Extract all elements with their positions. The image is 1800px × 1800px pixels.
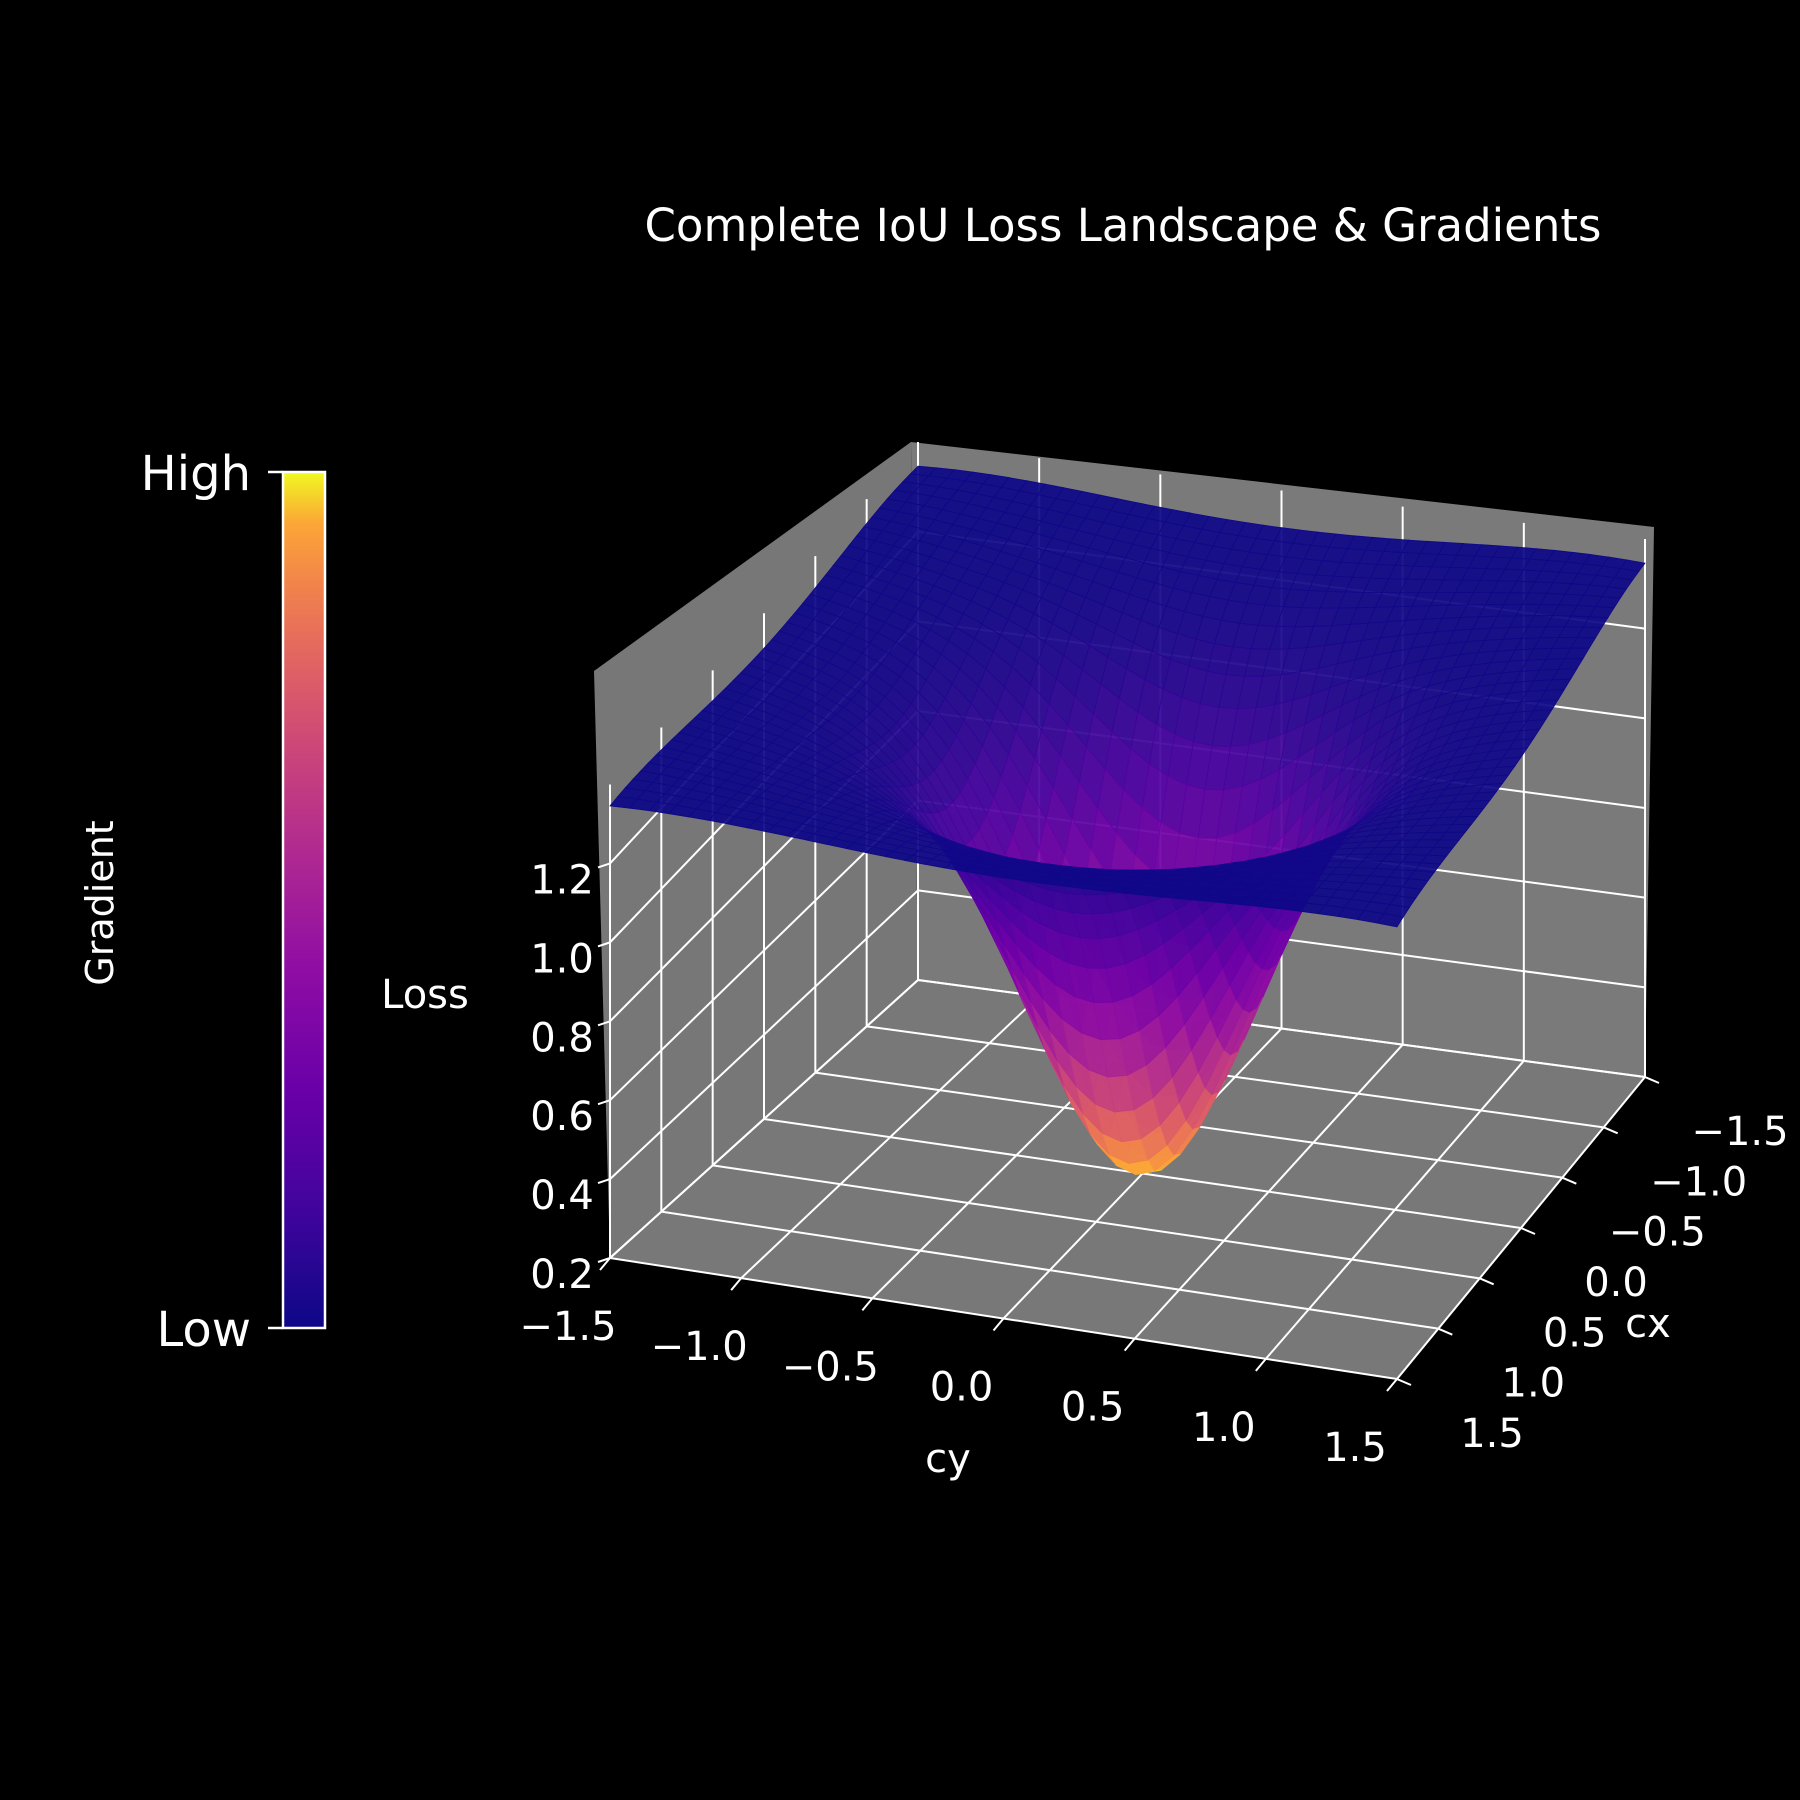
y-tick-label: −0.5 [1609,1210,1706,1256]
axis-tick-mark [597,1257,611,1263]
axis-tick-mark [597,1099,611,1106]
x-tick-label: 0.0 [930,1365,994,1411]
y-tick-label: 1.5 [1460,1411,1524,1457]
colorbar: High Low Gradient [78,446,327,1358]
colorbar-high-label: High [141,446,251,502]
z-tick-label: 1.2 [530,857,594,903]
colorbar-label: Gradient [78,820,122,985]
floor-grid-line [712,1164,1480,1280]
axis-tick-mark [597,941,611,948]
surface-patch [1376,913,1404,928]
axis-tick-mark [1123,1338,1136,1352]
floor-grid-line [866,1025,1604,1129]
axis-tick-mark [1520,1227,1536,1235]
z-tick-label: 0.2 [530,1252,594,1298]
x-tick-label: 1.5 [1323,1425,1387,1471]
axis-tick-mark [1561,1176,1577,1185]
colorbar-low-label: Low [156,1302,251,1358]
x-tick-label: −1.0 [651,1324,748,1370]
floor-grid-line [661,1210,1439,1330]
x-tick-label: −1.5 [519,1304,616,1350]
axis-tick-mark [597,1178,611,1185]
y-tick-label: 1.0 [1502,1361,1566,1407]
axis-tick-mark [730,1277,742,1291]
x-axis-label: cy [925,1436,971,1482]
chart-title: Complete IoU Loss Landscape & Gradients [645,199,1602,252]
axis-tick-mark [1255,1358,1267,1372]
axis-tick-mark [1603,1126,1619,1135]
z-tick-label: 1.0 [530,936,594,982]
left-wall-grid-line [609,889,919,1180]
x-tick-label: −0.5 [782,1344,879,1390]
x-tick-label: 0.5 [1061,1385,1125,1431]
colorbar-gradient [281,470,327,1330]
y-axis-label: cx [1625,1301,1671,1347]
axis-tick-mark [599,1257,611,1271]
z-axis-label: Loss [381,972,469,1018]
x-tick-label: 1.0 [1192,1405,1256,1451]
loss-surface [609,465,1646,1176]
y-tick-label: 0.0 [1584,1260,1648,1306]
axis-ticks: −1.5 −1.0 −0.5 0.0 0.5 1.0 1.5−1.5−1.0−0.50.00… [519,857,1788,1471]
left-wall-grid-line [609,979,919,1259]
axis-tick-mark [861,1297,874,1311]
y-tick-label: 0.5 [1543,1310,1607,1356]
axis-tick-mark [597,862,611,869]
axis-tick-mark [1437,1327,1453,1336]
axis-tick-mark [1644,1076,1660,1084]
z-tick-label: 0.8 [530,1015,594,1061]
axis-tick-mark [1396,1378,1412,1386]
axis-tick-mark [597,1020,611,1027]
y-tick-label: −1.0 [1650,1159,1747,1205]
z-tick-label: 0.4 [530,1173,594,1219]
axis-tick-mark [1479,1277,1495,1286]
axis-tick-mark [992,1317,1005,1332]
z-tick-label: 0.6 [530,1094,594,1140]
axis-tick-mark [1386,1378,1398,1392]
y-tick-label: −1.5 [1691,1109,1788,1155]
